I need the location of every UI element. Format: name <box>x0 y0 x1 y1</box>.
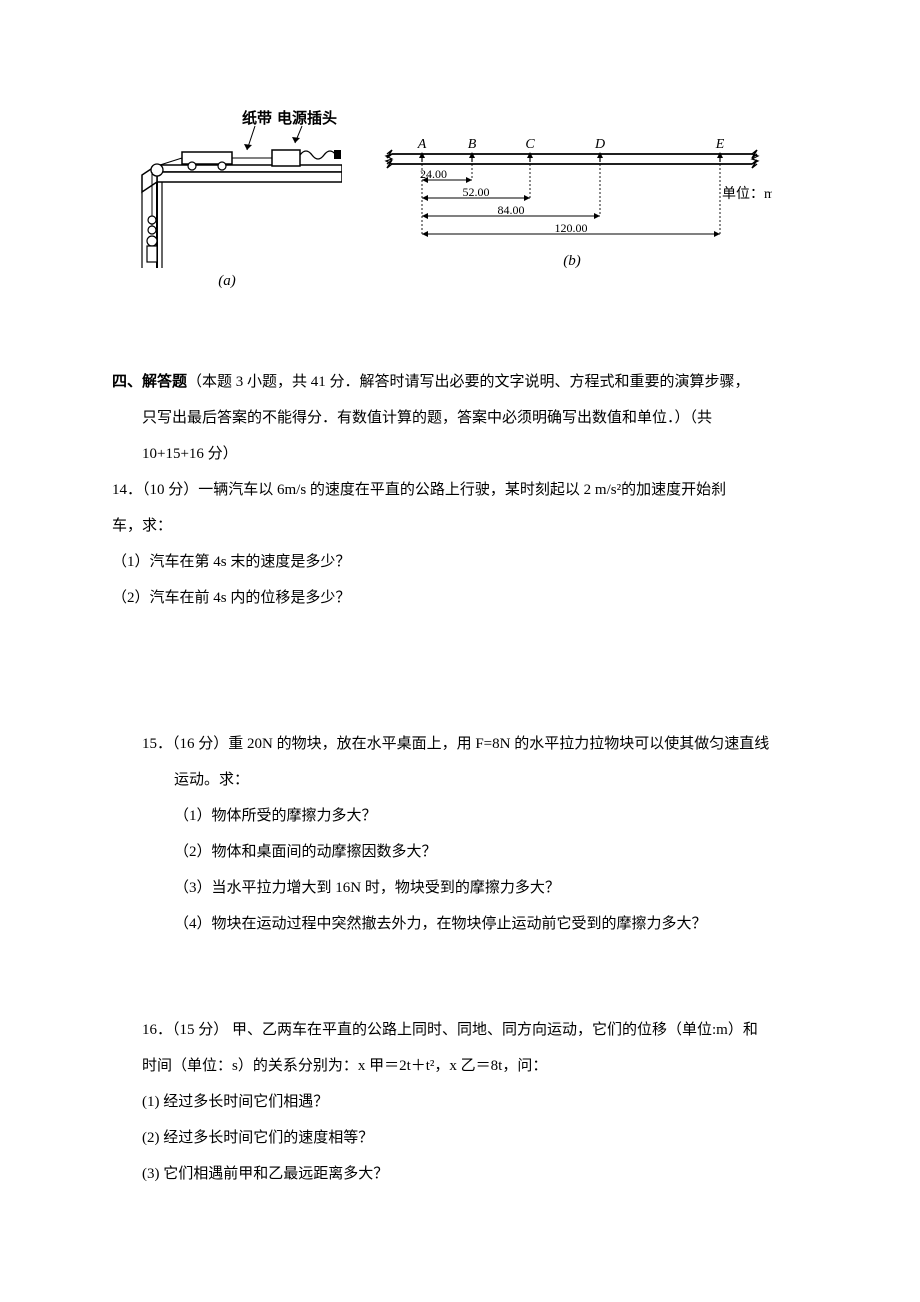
q15-stem2: 运动。求： <box>112 762 808 798</box>
q15-p4: （4）物块在运动过程中突然撤去外力，在物块停止运动前它受到的摩擦力多大？ <box>112 906 808 942</box>
figure-row: 纸带 电源插头 <box>112 110 808 304</box>
figure-b-point-B: B <box>468 137 477 152</box>
figure-b-point-C: C <box>525 137 535 152</box>
section-4-line1: 四、解答题（本题 3 小题，共 41 分．解答时请写出必要的文字说明、方程式和重… <box>112 364 808 400</box>
section-4-line2: 只写出最后答案的不能得分．有数值计算的题，答案中必须明确写出数值和单位．）（共 <box>112 400 808 436</box>
figure-b-point-D: D <box>594 137 605 152</box>
figure-a-container: 纸带 电源插头 <box>112 110 342 304</box>
figure-b-dim-4: 120.00 <box>555 221 588 235</box>
figure-b-point-E: E <box>715 137 725 152</box>
figure-a-caption: (a) <box>218 273 236 289</box>
q14-stem2: 车，求： <box>112 508 808 544</box>
q14-p2: （2）汽车在前 4s 内的位移是多少？ <box>112 580 808 616</box>
figure-b-caption: (b) <box>563 253 581 269</box>
section-4-header: 四、解答题 <box>112 374 187 390</box>
figure-b-dim-1: 24.00 <box>420 167 447 181</box>
figure-a-label-tape: 纸带 <box>242 110 272 127</box>
figure-b-container: A B C D E <box>372 110 772 284</box>
q15-stem1: 15．（16 分）重 20N 的物块，放在水平桌面上，用 F=8N 的水平拉力拉… <box>112 726 808 762</box>
figure-b-dim-2: 52.00 <box>463 185 490 199</box>
q16-p2: (2) 经过多长时间它们的速度相等？ <box>112 1120 808 1156</box>
section-4-line3: 10+15+16 分） <box>112 436 808 472</box>
q16-p3: (3) 它们相遇前甲和乙最远距离多大？ <box>112 1156 808 1192</box>
figure-a-label-plug: 电源插头 <box>277 110 337 127</box>
q14-stem1: 14．（10 分）一辆汽车以 6m/s 的速度在平直的公路上行驶，某时刻起以 2… <box>112 472 808 508</box>
q16-stem2: 时间（单位：s）的关系分别为：x 甲＝2t＋t²，x 乙＝8t，问： <box>112 1048 808 1084</box>
q16-p1: (1) 经过多长时间它们相遇？ <box>112 1084 808 1120</box>
q15-p1: （1）物体所受的摩擦力多大？ <box>112 798 808 834</box>
q15-p3: （3）当水平拉力增大到 16N 时，物块受到的摩擦力多大？ <box>112 870 808 906</box>
q14-p1: （1）汽车在第 4s 末的速度是多少？ <box>112 544 808 580</box>
figure-b-svg: A B C D E <box>372 110 772 270</box>
figure-b-point-A: A <box>417 137 427 152</box>
section-4-header-rest: （本题 3 小题，共 41 分．解答时请写出必要的文字说明、方程式和重要的演算步… <box>187 374 750 390</box>
figure-a-svg: 纸带 电源插头 <box>112 110 342 290</box>
figure-b-unit-label: 单位：mm <box>722 186 772 202</box>
q16-stem1: 16．（15 分） 甲、乙两车在平直的公路上同时、同地、同方向运动，它们的位移（… <box>112 1012 808 1048</box>
figure-b-dim-3: 84.00 <box>498 203 525 217</box>
q15-p2: （2）物体和桌面间的动摩擦因数多大？ <box>112 834 808 870</box>
